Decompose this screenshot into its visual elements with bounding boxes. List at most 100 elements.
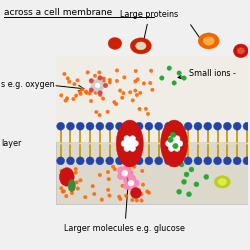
Circle shape bbox=[233, 157, 241, 165]
Circle shape bbox=[95, 110, 98, 114]
Circle shape bbox=[98, 76, 102, 80]
Ellipse shape bbox=[116, 120, 143, 167]
Circle shape bbox=[62, 190, 66, 193]
Circle shape bbox=[128, 180, 134, 186]
Circle shape bbox=[116, 122, 124, 130]
Circle shape bbox=[140, 169, 144, 173]
Circle shape bbox=[70, 191, 74, 195]
Circle shape bbox=[80, 88, 84, 91]
Text: s e.g. oxygen: s e.g. oxygen bbox=[2, 80, 55, 89]
Circle shape bbox=[60, 186, 63, 190]
Circle shape bbox=[76, 122, 84, 130]
Circle shape bbox=[96, 122, 104, 130]
Circle shape bbox=[84, 90, 87, 93]
Circle shape bbox=[66, 96, 69, 100]
Circle shape bbox=[174, 136, 180, 141]
Circle shape bbox=[57, 157, 64, 165]
Circle shape bbox=[214, 122, 222, 130]
Circle shape bbox=[100, 82, 106, 89]
Circle shape bbox=[61, 190, 64, 193]
Ellipse shape bbox=[130, 38, 151, 54]
Circle shape bbox=[96, 157, 104, 165]
Circle shape bbox=[123, 165, 130, 172]
Circle shape bbox=[93, 74, 97, 78]
Circle shape bbox=[186, 192, 192, 197]
Circle shape bbox=[172, 81, 176, 85]
Circle shape bbox=[121, 184, 124, 188]
Circle shape bbox=[173, 143, 178, 149]
Circle shape bbox=[115, 79, 119, 83]
Ellipse shape bbox=[214, 176, 230, 188]
Circle shape bbox=[123, 174, 130, 181]
Ellipse shape bbox=[218, 178, 227, 185]
Circle shape bbox=[75, 180, 78, 184]
Circle shape bbox=[135, 157, 143, 165]
Circle shape bbox=[117, 167, 124, 174]
Circle shape bbox=[135, 122, 143, 130]
Circle shape bbox=[166, 140, 172, 146]
Circle shape bbox=[57, 122, 64, 130]
Circle shape bbox=[120, 96, 124, 100]
Circle shape bbox=[132, 165, 136, 168]
Circle shape bbox=[90, 79, 97, 86]
Circle shape bbox=[140, 192, 143, 196]
Ellipse shape bbox=[198, 33, 219, 49]
Circle shape bbox=[76, 187, 80, 190]
Circle shape bbox=[146, 190, 149, 193]
Circle shape bbox=[194, 182, 199, 187]
Ellipse shape bbox=[237, 48, 244, 54]
Circle shape bbox=[168, 137, 180, 150]
Circle shape bbox=[92, 192, 96, 196]
Circle shape bbox=[135, 93, 138, 97]
Circle shape bbox=[148, 81, 152, 85]
Circle shape bbox=[122, 170, 128, 176]
Ellipse shape bbox=[203, 36, 214, 45]
Circle shape bbox=[74, 171, 78, 174]
Circle shape bbox=[135, 199, 138, 202]
Circle shape bbox=[108, 78, 112, 82]
Circle shape bbox=[164, 157, 172, 165]
Circle shape bbox=[102, 80, 106, 83]
Circle shape bbox=[118, 89, 122, 92]
Circle shape bbox=[155, 122, 163, 130]
Circle shape bbox=[196, 160, 201, 164]
Circle shape bbox=[118, 170, 122, 173]
Circle shape bbox=[150, 69, 153, 72]
Circle shape bbox=[96, 87, 102, 93]
Circle shape bbox=[224, 157, 231, 165]
Circle shape bbox=[117, 173, 124, 180]
Circle shape bbox=[124, 137, 136, 150]
Circle shape bbox=[136, 78, 140, 81]
Circle shape bbox=[140, 199, 143, 202]
Circle shape bbox=[76, 157, 84, 165]
Circle shape bbox=[98, 113, 101, 117]
Circle shape bbox=[98, 173, 102, 177]
Circle shape bbox=[68, 80, 71, 84]
Circle shape bbox=[95, 83, 100, 88]
Circle shape bbox=[130, 146, 136, 152]
Ellipse shape bbox=[136, 42, 146, 50]
Circle shape bbox=[194, 122, 202, 130]
Circle shape bbox=[89, 99, 93, 103]
Circle shape bbox=[66, 157, 74, 165]
Circle shape bbox=[71, 188, 74, 191]
Circle shape bbox=[106, 188, 110, 192]
Circle shape bbox=[63, 72, 66, 76]
Circle shape bbox=[174, 122, 182, 130]
Ellipse shape bbox=[108, 38, 122, 49]
Circle shape bbox=[94, 91, 97, 94]
Circle shape bbox=[101, 77, 104, 80]
Circle shape bbox=[131, 198, 134, 202]
Circle shape bbox=[243, 122, 250, 130]
Text: layer: layer bbox=[2, 139, 22, 148]
Circle shape bbox=[128, 168, 131, 171]
Circle shape bbox=[86, 157, 94, 165]
Circle shape bbox=[74, 168, 78, 171]
Circle shape bbox=[107, 177, 110, 181]
Circle shape bbox=[124, 182, 130, 190]
Circle shape bbox=[106, 122, 114, 130]
Bar bbox=[56, 56, 248, 204]
Circle shape bbox=[122, 92, 125, 95]
Circle shape bbox=[60, 94, 63, 97]
Circle shape bbox=[125, 122, 133, 130]
